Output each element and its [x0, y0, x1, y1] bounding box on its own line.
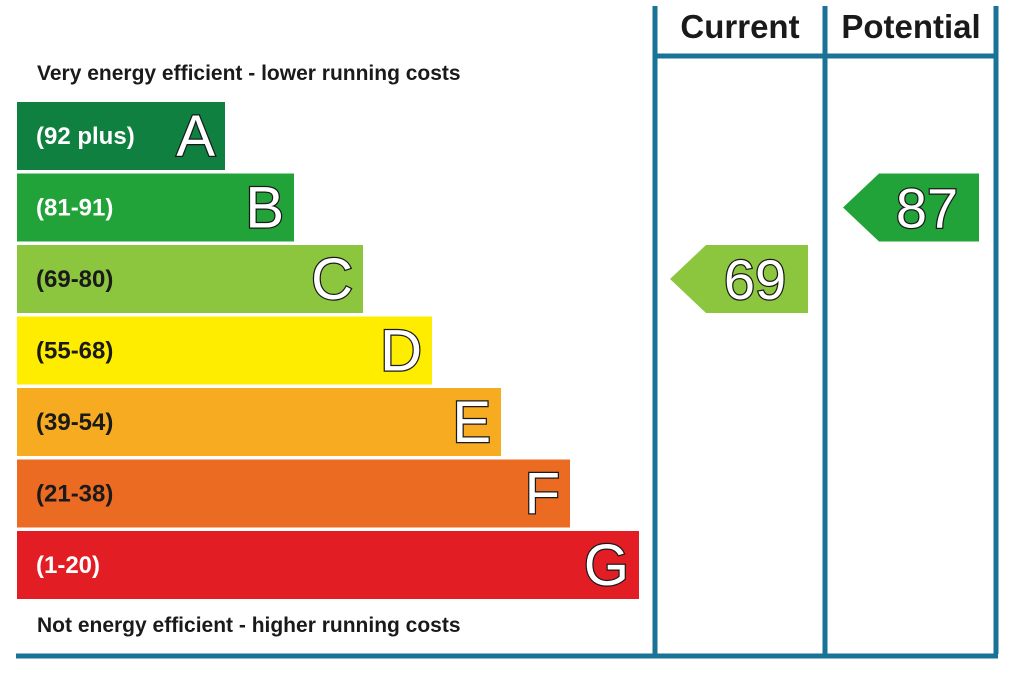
rating-bands: (92 plus) A (81-91) B (69-80) C (55-68) D (39-54…: [17, 102, 639, 599]
band-d-bar: [17, 316, 432, 385]
band-e-range-label: (39-54): [36, 409, 113, 436]
band-c-range-label: (69-80): [36, 266, 113, 293]
band-d-range-label: (55-68): [36, 338, 113, 365]
band-a-bar: [17, 102, 225, 170]
band-b-letter: B: [245, 176, 284, 241]
bottom-caption: Not energy efficient - higher running co…: [37, 614, 461, 637]
band-f-range-label: (21-38): [36, 481, 113, 508]
column-header-potential: Potential: [841, 8, 980, 45]
band-g-range-label: (1-20): [36, 552, 100, 579]
band-e-bar: [17, 388, 501, 456]
band-c-bar: [17, 245, 363, 313]
band-d-letter: D: [380, 319, 422, 384]
band-b-range-label: (81-91): [36, 195, 113, 222]
rating-arrows: 69 87: [670, 173, 979, 313]
band-c-letter: C: [311, 247, 353, 312]
band-a-range-label: (92 plus): [36, 123, 135, 150]
column-header-current: Current: [680, 8, 799, 45]
band-g-bar: [17, 531, 639, 599]
band-b-bar: [17, 173, 294, 242]
rating-arrow-potential: [843, 173, 979, 242]
band-a-letter: A: [176, 104, 215, 169]
band-f-bar: [17, 459, 570, 528]
rating-arrow-current: [670, 245, 808, 313]
band-g-letter: G: [584, 533, 629, 598]
rating-value-current: 69: [724, 248, 786, 311]
top-caption: Very energy efficient - lower running co…: [37, 62, 461, 85]
chart-frame: [16, 6, 999, 659]
band-f-letter: F: [525, 462, 560, 527]
band-e-letter: E: [452, 390, 491, 455]
rating-value-potential: 87: [896, 177, 958, 240]
